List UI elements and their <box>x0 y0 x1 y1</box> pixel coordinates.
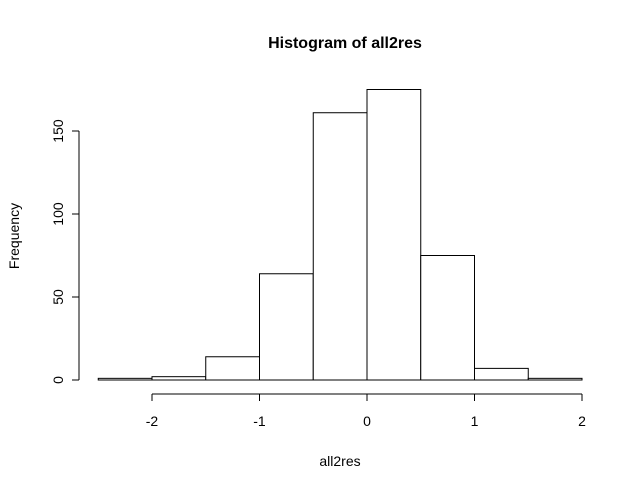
y-axis: 0 50 100 150 <box>50 119 80 384</box>
y-tick-label: 0 <box>50 376 66 384</box>
histogram-bar <box>97 377 153 381</box>
x-axis: -2 -1 0 1 2 <box>146 393 586 429</box>
x-tick-label: 0 <box>363 413 371 429</box>
histogram-bar <box>205 356 260 381</box>
y-tick-label: 50 <box>50 289 66 305</box>
histogram-bar <box>474 367 529 381</box>
histogram-bar <box>151 376 207 381</box>
histogram-bar <box>527 377 583 381</box>
y-tick-label: 100 <box>50 202 66 226</box>
x-axis-label: all2res <box>319 453 360 469</box>
bars-group <box>97 89 583 381</box>
histogram-bar <box>312 112 368 381</box>
histogram-bar <box>259 273 314 381</box>
x-tick-label: 2 <box>578 413 586 429</box>
histogram-bar <box>366 89 422 381</box>
y-axis-label: Frequency <box>6 203 22 269</box>
x-tick-label: -1 <box>253 413 266 429</box>
chart-title: Histogram of all2res <box>268 35 422 52</box>
y-tick-label: 150 <box>50 119 66 143</box>
x-tick-label: -2 <box>146 413 159 429</box>
x-tick-label: 1 <box>471 413 479 429</box>
histogram-bar <box>420 255 475 381</box>
